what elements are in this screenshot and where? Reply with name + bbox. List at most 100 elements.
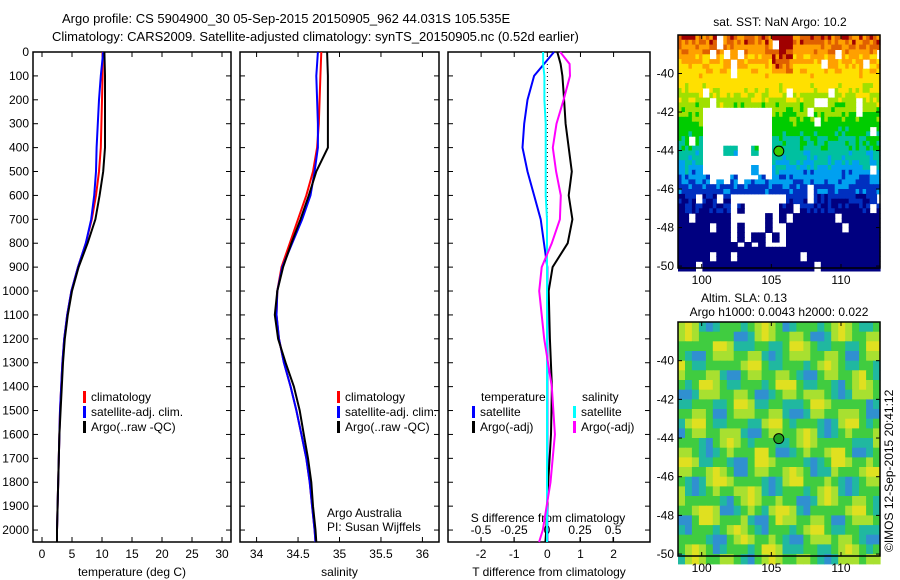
map-cell <box>705 213 710 219</box>
map-cell <box>796 447 804 458</box>
map-cell <box>688 242 693 248</box>
map-cell <box>845 63 850 70</box>
map-cell <box>754 251 759 257</box>
map-cell <box>719 389 728 400</box>
map-cell <box>709 213 714 219</box>
map-cell <box>678 131 683 137</box>
map-cell <box>695 35 700 41</box>
map-cell <box>876 208 881 214</box>
map-cell <box>845 213 850 219</box>
map-cell <box>719 467 728 478</box>
map-cell <box>737 63 742 70</box>
map-cell <box>817 165 822 171</box>
map-cell <box>726 341 735 352</box>
map-cell <box>761 476 770 487</box>
map-cell <box>873 360 881 371</box>
map-cell <box>691 169 696 176</box>
map-cell <box>876 92 881 99</box>
map-cell <box>799 54 804 60</box>
y-tick-label: 800 <box>9 236 29 250</box>
map-cell <box>820 107 825 113</box>
map-cell <box>685 505 693 516</box>
map-cell <box>855 217 860 224</box>
map-cell <box>796 155 801 161</box>
map-cell <box>869 266 874 272</box>
map-cell <box>834 83 839 89</box>
map-cell <box>726 237 731 243</box>
lat-tick-label: -46 <box>657 182 675 196</box>
map-cell <box>789 83 794 89</box>
map-cell <box>820 203 825 209</box>
map-cell <box>817 351 825 362</box>
map-cell <box>678 428 686 439</box>
map-cell <box>824 160 829 166</box>
map-cell <box>705 174 710 180</box>
map-cell <box>685 198 690 205</box>
map-cell <box>852 165 857 171</box>
map-cell <box>831 476 839 487</box>
map-cell <box>779 140 784 147</box>
map-cell <box>733 266 738 272</box>
map-cell <box>869 155 874 161</box>
map-cell <box>838 179 843 185</box>
map-cell <box>817 246 822 253</box>
map-cell <box>824 341 832 352</box>
map-cell <box>848 59 853 65</box>
map-cell <box>841 198 846 205</box>
map-cell <box>796 256 801 262</box>
map-cell <box>845 92 850 99</box>
map-cell <box>712 78 717 84</box>
map-cell <box>869 145 874 152</box>
map-cell <box>775 409 784 420</box>
map-cell <box>716 266 721 272</box>
map-cell <box>681 44 686 50</box>
map-cell <box>841 83 846 89</box>
map-cell <box>834 155 839 161</box>
map-cell <box>685 251 690 257</box>
map-cell <box>695 73 700 79</box>
map-cell <box>810 222 815 229</box>
map-cell <box>827 121 832 128</box>
map-cell <box>754 184 759 190</box>
map-cell <box>792 246 797 253</box>
map-cell <box>862 126 867 132</box>
map-cell <box>761 447 770 458</box>
map-cell <box>848 73 853 79</box>
map-cell <box>768 39 773 46</box>
map-cell <box>681 184 686 190</box>
map-cell <box>831 39 836 46</box>
map-cell <box>838 554 846 565</box>
map-cell <box>834 256 839 262</box>
map-cell <box>831 242 836 248</box>
map-cell <box>685 418 693 429</box>
map-cell <box>723 256 728 262</box>
map-cell <box>726 217 731 224</box>
map-cell <box>803 322 811 333</box>
map-cell <box>817 169 822 176</box>
map-cell <box>796 261 801 267</box>
map-cell <box>761 179 766 185</box>
map-cell <box>768 505 777 516</box>
map-cell <box>869 246 874 253</box>
map-cell <box>817 63 822 70</box>
map-cell <box>775 126 780 132</box>
map-cell <box>709 78 714 84</box>
map-cell <box>775 184 780 190</box>
map-cell <box>688 54 693 60</box>
map-cell <box>862 39 867 46</box>
map-cell <box>754 360 763 371</box>
map-cell <box>866 242 871 248</box>
map-cell <box>702 78 707 84</box>
map-cell <box>817 126 822 132</box>
map-cell <box>859 145 864 152</box>
map-cell <box>820 256 825 262</box>
map-cell <box>873 399 881 410</box>
map-cell <box>855 83 860 89</box>
map-cell <box>834 131 839 137</box>
map-cell <box>838 155 843 161</box>
map-cell <box>726 251 731 257</box>
map-cell <box>733 534 742 545</box>
map-cell <box>688 107 693 113</box>
map-cell <box>761 418 770 429</box>
map-cell <box>685 174 690 180</box>
